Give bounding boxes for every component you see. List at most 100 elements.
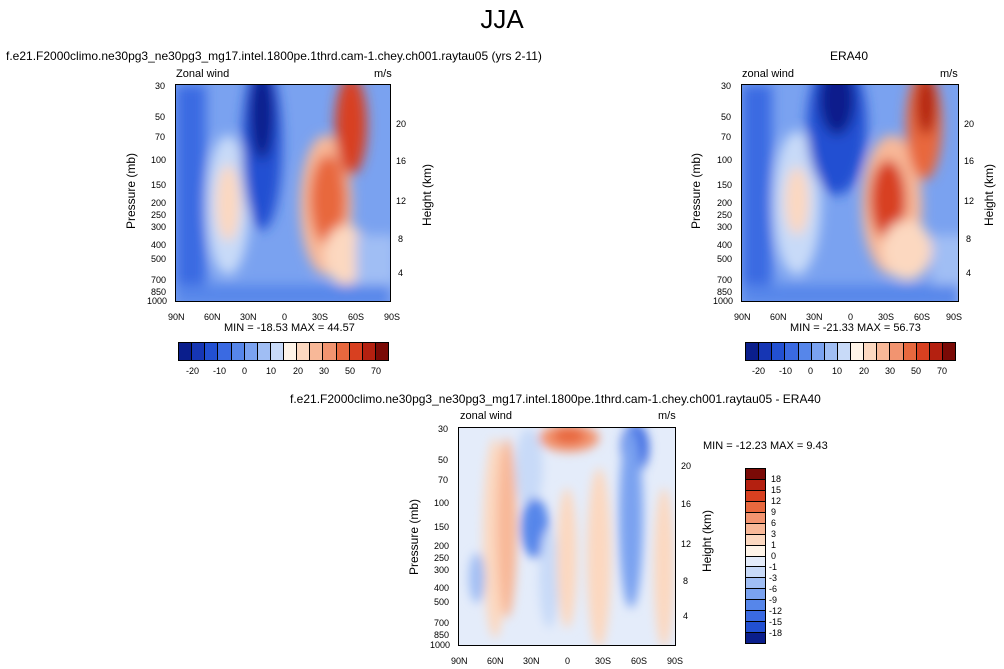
- panel3-height-tick: 4: [683, 611, 689, 621]
- colorbar-swatch: [746, 589, 765, 601]
- panel3-title: f.e21.F2000climo.ne30pg3_ne30pg3_mg17.in…: [290, 392, 821, 406]
- panel1-colorbar-label: 50: [345, 366, 356, 376]
- panel2-ytick: 200: [717, 198, 733, 208]
- panel1-height-tick: 16: [396, 156, 407, 166]
- colorbar-swatch: [297, 343, 311, 360]
- panel2-ytick: 50: [721, 112, 732, 122]
- panel2-xtick: 90N: [734, 312, 751, 322]
- colorbar-swatch: [746, 523, 765, 535]
- panel1-colorbar-label: -20: [186, 366, 200, 376]
- colorbar-swatch: [746, 479, 765, 491]
- colorbar-swatch: [916, 343, 930, 360]
- panel1-ytick: 250: [151, 210, 167, 220]
- colorbar-swatch: [270, 343, 284, 360]
- panel2-variable-label: zonal wind: [742, 68, 794, 80]
- panel3-height-tick: 16: [681, 499, 692, 509]
- colorbar-swatch: [336, 343, 350, 360]
- panel3-ytick: 30: [438, 424, 449, 434]
- panel2-ytick: 300: [717, 222, 733, 232]
- panel1-xtick: 30N: [240, 312, 257, 322]
- panel3-colorbar: [745, 468, 766, 644]
- panel3-xtick: 90S: [667, 656, 684, 666]
- panel3-ytick: 50: [438, 455, 449, 465]
- panel3-xtick: 0: [565, 656, 571, 666]
- panel2-ytick: 850: [717, 287, 733, 297]
- panel2-ytick: 100: [717, 155, 733, 165]
- panel3-ytick: 150: [434, 522, 450, 532]
- panel1-height-tick: 8: [398, 234, 404, 244]
- panel1-ytick: 500: [151, 254, 167, 264]
- panel1-xtick: 90N: [168, 312, 185, 322]
- panel3-ytick: 1000: [430, 640, 451, 650]
- panel1-contour-plot: [175, 84, 391, 302]
- panel3-ytick: 250: [434, 553, 450, 563]
- panel1-ytick: 50: [155, 112, 166, 122]
- colorbar-swatch: [205, 343, 219, 360]
- panel2-ytick: 1000: [713, 296, 734, 306]
- panel2-colorbar-label: 70: [937, 366, 948, 376]
- panel3-variable-label: zonal wind: [460, 410, 512, 422]
- panel1-colorbar-label: -10: [213, 366, 227, 376]
- panel3-ytick: 500: [434, 597, 450, 607]
- panel3-colorbar-label: 9: [771, 507, 777, 517]
- panel3-colorbar-label: -1: [769, 562, 778, 572]
- panel2-units-label: m/s: [940, 68, 958, 80]
- panel1-height-tick: 4: [398, 268, 404, 278]
- colorbar-swatch: [929, 343, 943, 360]
- panel3-colorbar-label: 1: [771, 540, 777, 550]
- panel3-colorbar-label: -15: [769, 617, 783, 627]
- panel2-colorbar-label: 30: [885, 366, 896, 376]
- colorbar-swatch: [942, 343, 955, 360]
- colorbar-swatch: [192, 343, 206, 360]
- colorbar-swatch: [746, 501, 765, 513]
- panel2-colorbar: [745, 342, 956, 361]
- colorbar-swatch: [811, 343, 825, 360]
- panel3-xtick: 60S: [631, 656, 648, 666]
- panel3-colorbar-label: 3: [771, 529, 777, 539]
- colorbar-swatch: [746, 611, 765, 623]
- panel1-colorbar: [178, 342, 389, 361]
- panel3-minmax: MIN = -12.23 MAX = 9.43: [703, 440, 828, 452]
- panel3-xtick: 90N: [451, 656, 468, 666]
- panel2-xtick: 30N: [806, 312, 823, 322]
- colorbar-swatch: [785, 343, 799, 360]
- panel1-colorbar-label: 30: [319, 366, 330, 376]
- panel1-minmax: MIN = -18.53 MAX = 44.57: [224, 322, 355, 334]
- panel3-ytick: 700: [434, 618, 450, 628]
- panel2-height-tick: 8: [966, 234, 972, 244]
- panel2-colorbar-label: 50: [911, 366, 922, 376]
- panel2-ylabel-right: Height (km): [982, 163, 997, 227]
- panel1-ytick: 70: [155, 132, 166, 142]
- panel1-xtick: 0: [282, 312, 288, 322]
- colorbar-swatch: [244, 343, 258, 360]
- panel1-ylabel: Pressure (mb): [124, 152, 139, 230]
- colorbar-swatch: [746, 633, 765, 643]
- colorbar-swatch: [179, 343, 193, 360]
- panel3-units-label: m/s: [658, 410, 676, 422]
- colorbar-swatch: [903, 343, 917, 360]
- colorbar-swatch: [890, 343, 904, 360]
- panel2-ylabel: Pressure (mb): [689, 152, 704, 230]
- colorbar-swatch: [837, 343, 851, 360]
- panel1-xtick: 60S: [348, 312, 365, 322]
- panel2-height-tick: 20: [964, 119, 975, 129]
- panel2-xtick: 60N: [770, 312, 787, 322]
- panel3-ytick: 100: [434, 498, 450, 508]
- panel1-height-tick: 20: [396, 119, 407, 129]
- colorbar-swatch: [349, 343, 363, 360]
- panel1-ylabel-right: Height (km): [420, 163, 435, 227]
- panel2-colorbar-label: -20: [752, 366, 766, 376]
- panel2-xtick: 90S: [946, 312, 963, 322]
- colorbar-swatch: [362, 343, 376, 360]
- panel1-ytick: 30: [155, 81, 166, 91]
- colorbar-swatch: [746, 545, 765, 557]
- panel1-xtick: 60N: [204, 312, 221, 322]
- panel3-colorbar-label: -9: [769, 595, 778, 605]
- colorbar-swatch: [231, 343, 245, 360]
- panel1-height-tick: 12: [396, 196, 407, 206]
- colorbar-swatch: [746, 556, 765, 568]
- colorbar-swatch: [746, 534, 765, 546]
- panel2-ytick: 250: [717, 210, 733, 220]
- colorbar-swatch: [746, 512, 765, 524]
- colorbar-swatch: [323, 343, 337, 360]
